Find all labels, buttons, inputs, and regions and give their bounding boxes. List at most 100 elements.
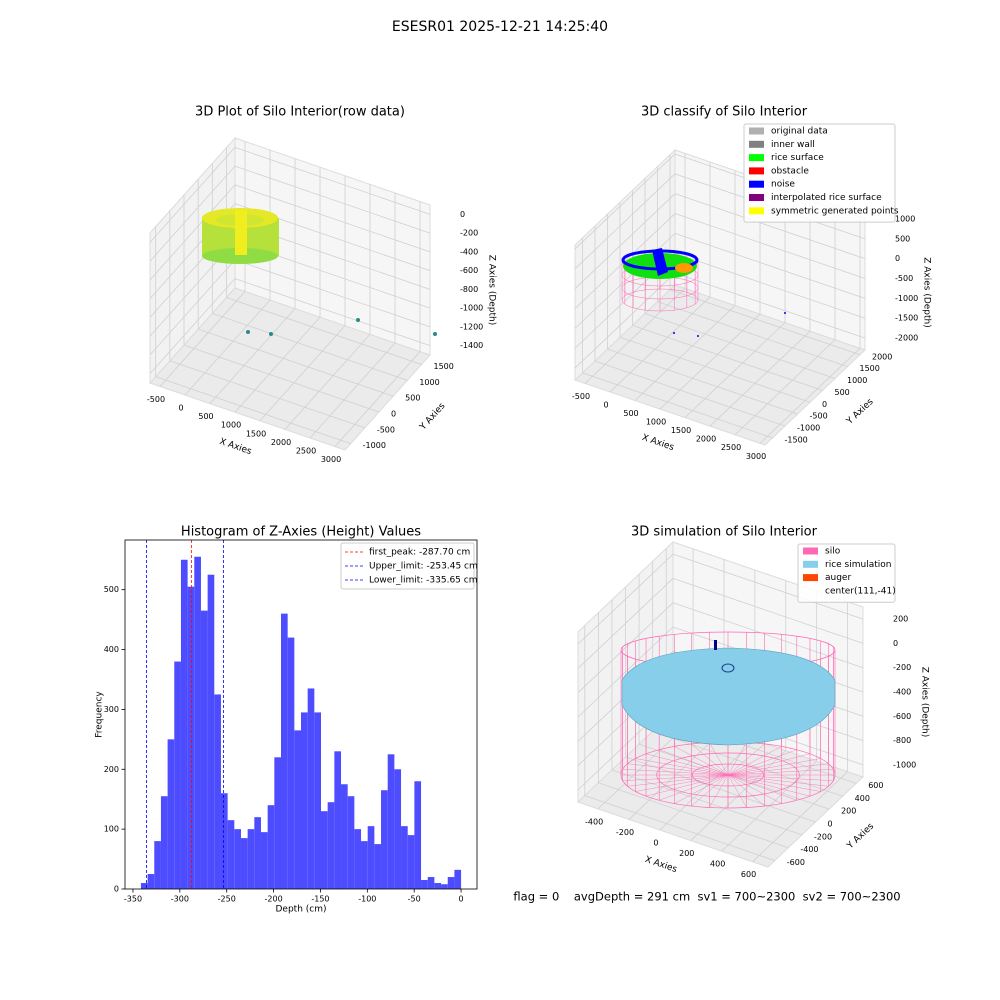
- histogram-bar: [374, 844, 382, 889]
- y-axis-label: Y Axies: [845, 821, 876, 852]
- histogram-bar: [454, 869, 462, 889]
- x-tick-label: -300: [171, 895, 189, 904]
- legend-label: Upper_limit: -253.45 cm: [369, 562, 478, 572]
- z-tick-label: -400: [460, 247, 478, 256]
- silo-wireframe: [727, 758, 821, 776]
- z-tick-label: -1000: [893, 760, 916, 769]
- outlier-point: [673, 332, 675, 334]
- z-tick-label: -800: [460, 285, 478, 294]
- y-tick-label: 400: [104, 645, 119, 654]
- legend-label: original data: [771, 127, 828, 137]
- silo-wireframe: [621, 288, 699, 312]
- status-footer: flag = 0 avgDepth = 291 cm sv1 = 700~230…: [513, 890, 900, 904]
- x-tick-label: 400: [710, 860, 725, 869]
- grid-line: [657, 166, 848, 368]
- silo-wireframe: [727, 769, 834, 776]
- y-tick-label: 1000: [419, 378, 439, 387]
- panel-title: 3D classify of Silo Interior: [641, 105, 808, 120]
- x-tick-label: 1000: [221, 421, 241, 430]
- grid-line: [149, 165, 431, 262]
- y-tick-label: 300: [104, 705, 119, 714]
- silo-wireframe: [622, 769, 729, 776]
- histogram-bar: [327, 802, 335, 889]
- outlier-point: [246, 330, 250, 334]
- histogram-bar: [334, 751, 342, 889]
- silo-wireframe: [727, 742, 747, 776]
- y-tick-label: 1500: [434, 362, 454, 371]
- z-tick-label: 500: [895, 234, 910, 243]
- z-tick-label: -1200: [460, 322, 483, 331]
- silo-wireframe: [727, 753, 811, 776]
- histogram-bar: [174, 661, 181, 889]
- x-tick-label: -200: [265, 895, 283, 904]
- grid-line: [577, 602, 864, 694]
- outlier-point: [784, 312, 786, 314]
- z-tick-label: -200: [893, 663, 911, 672]
- silo-wireframe: [691, 774, 729, 807]
- z-tick-label: -1000: [460, 304, 483, 313]
- histogram-bar: [367, 826, 375, 889]
- x-tick-label: 1500: [246, 429, 266, 438]
- x-tick-label: 0: [603, 400, 608, 409]
- y-tick-label: -200: [814, 832, 832, 841]
- outlier-point: [356, 318, 360, 322]
- y-tick-label: 100: [104, 825, 119, 834]
- legend-swatch: [803, 547, 818, 555]
- histogram-bar: [187, 586, 195, 889]
- histogram-bar: [381, 790, 388, 889]
- x-tick-label: 500: [198, 412, 213, 421]
- grid-line: [334, 201, 421, 447]
- histogram-bar: [354, 829, 362, 889]
- silo-wireframe: [727, 774, 821, 792]
- silo-wireframe: [674, 774, 729, 804]
- silo-wireframe: [659, 749, 729, 776]
- histogram-bar: [361, 841, 368, 889]
- histogram-bar: [267, 805, 275, 889]
- histogram-bar: [394, 769, 402, 889]
- x-axis-label: X Axies: [640, 433, 675, 453]
- silo-wireframe: [691, 743, 729, 776]
- panel-title: Histogram of Z-Axies (Height) Values: [181, 525, 421, 540]
- legend-swatch: [803, 574, 818, 582]
- z-tick-label: -2000: [895, 334, 918, 343]
- silo-wireframe: [691, 763, 765, 787]
- grid-line: [149, 146, 431, 243]
- y-tick-label: 500: [405, 394, 420, 403]
- histogram-bar: [160, 796, 168, 889]
- z-tick-label: -600: [893, 712, 911, 721]
- y-tick-label: -500: [810, 412, 828, 421]
- y-tick-label: 200: [841, 807, 856, 816]
- point-cloud: [652, 248, 668, 276]
- y-tick-label: -600: [787, 858, 805, 867]
- legend-label: first_peak: -287.70 cm: [369, 548, 470, 558]
- histogram-bar: [180, 559, 188, 889]
- histogram-bar: [240, 838, 248, 889]
- legend-swatch: [749, 127, 764, 135]
- y-tick-label: -1000: [797, 424, 820, 433]
- grid-line: [259, 175, 346, 422]
- silo-wireframe: [656, 752, 800, 798]
- panel-title: 3D Plot of Silo Interior(row data): [195, 105, 405, 120]
- silo-wireframe: [727, 774, 782, 804]
- x-axis-label: X Axies: [218, 437, 253, 457]
- grid-line: [577, 578, 864, 669]
- histogram-bar: [321, 811, 328, 889]
- x-tick-label: 1000: [646, 418, 666, 427]
- legend-box: [340, 542, 475, 590]
- grid-line: [149, 278, 431, 374]
- x-tick-label: -250: [218, 895, 236, 904]
- silo-wireframe: [727, 743, 765, 776]
- y-tick-label: 500: [104, 585, 119, 594]
- point-cloud: [202, 248, 278, 264]
- x-tick-label: 3000: [321, 455, 341, 464]
- silo-wireframe: [709, 774, 729, 808]
- silo-wireframe: [659, 774, 729, 801]
- point-cloud: [675, 263, 693, 273]
- x-tick-label: -100: [358, 895, 376, 904]
- histogram-bar: [140, 883, 148, 889]
- point-cloud: [235, 210, 247, 255]
- grid-line: [577, 553, 864, 645]
- x-axis-label: X Axies: [643, 855, 678, 875]
- histogram-bar: [207, 574, 215, 889]
